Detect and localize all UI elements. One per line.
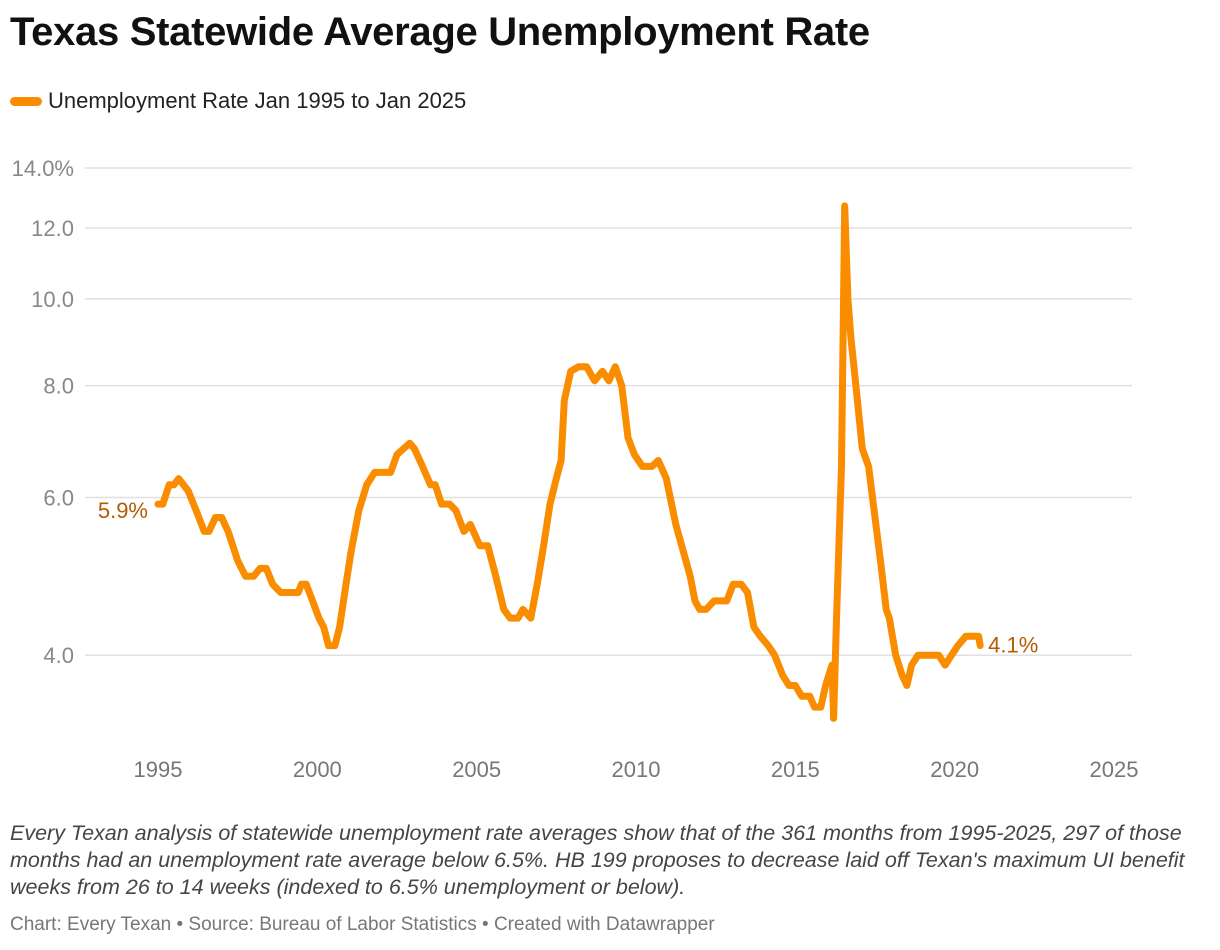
y-tick-label: 10.0 [31, 287, 74, 312]
x-tick-label: 2005 [452, 757, 501, 782]
legend-label: Unemployment Rate Jan 1995 to Jan 2025 [48, 88, 467, 113]
chart-note: Every Texan analysis of statewide unempl… [10, 821, 1185, 899]
x-tick-label: 2010 [612, 757, 661, 782]
start-value-label: 5.9% [98, 498, 148, 523]
end-value-label: 4.1% [988, 633, 1038, 658]
legend-swatch [10, 96, 42, 106]
chart-footer: Chart: Every Texan • Source: Bureau of L… [10, 914, 715, 935]
x-tick-label: 2000 [293, 757, 342, 782]
x-tick-label: 2020 [930, 757, 979, 782]
unemployment-line-chart: 14.0% 12.0 10.0 8.0 6.0 4.0 1995 2000 2005 2010 20… [12, 156, 1139, 782]
x-tick-label: 1995 [134, 757, 183, 782]
chart-title: Texas Statewide Average Unemployment Rat… [10, 10, 870, 54]
x-tick-label: 2015 [771, 757, 820, 782]
y-tick-label: 12.0 [31, 216, 74, 241]
y-tick-label: 14.0% [12, 156, 74, 181]
legend: Unemployment Rate Jan 1995 to Jan 2025 [10, 86, 466, 116]
y-tick-label: 6.0 [43, 486, 74, 511]
y-tick-label: 8.0 [43, 374, 74, 399]
x-tick-label: 2025 [1090, 757, 1139, 782]
unemployment-series-line [154, 202, 984, 722]
y-tick-label: 4.0 [43, 643, 74, 668]
